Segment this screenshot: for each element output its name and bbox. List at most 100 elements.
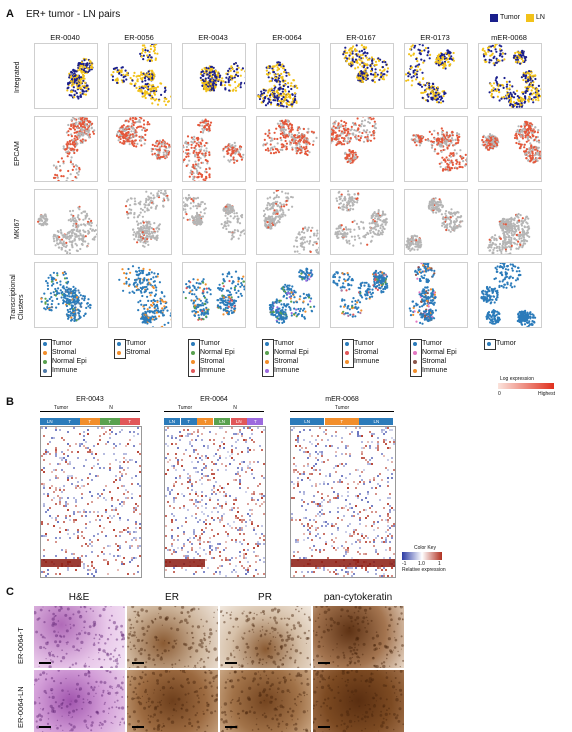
- tsne-tile-epcam-er-0040: [34, 116, 98, 182]
- cluster-legend-box: [40, 339, 52, 377]
- scale-bar: [39, 726, 51, 728]
- heatmap-group-label: N: [82, 405, 140, 412]
- heatmap-group-label: Tumor: [290, 405, 394, 412]
- column-title-er-0064: ER-0064: [257, 33, 317, 42]
- heatmap-segment: T: [325, 418, 359, 425]
- heatmap-body: [164, 426, 266, 578]
- ihc-stain-title: H&E: [34, 592, 124, 603]
- log-expression-bar: [498, 383, 554, 389]
- tsne-tile-epcam-er-0064: [256, 116, 320, 182]
- ihc-image: [313, 606, 404, 668]
- column-title-mer-0068: mER-0068: [479, 33, 539, 42]
- tsne-tile-transcriptional-clusters-er-0064: [256, 262, 320, 328]
- column-title-er-0056: ER-0056: [109, 33, 169, 42]
- ihc-stain-title: PR: [220, 592, 310, 603]
- tsne-tile-transcriptional-clusters-er-0040: [34, 262, 98, 328]
- ihc-image: [220, 606, 311, 668]
- cluster-legend-box: [188, 339, 200, 377]
- tsne-tile-integrated-er-0043: [182, 43, 246, 109]
- cluster-legend-label: Tumor: [126, 340, 146, 348]
- cluster-legend-label: Normal Epi: [52, 358, 87, 366]
- heatmap-title: ER-0043: [40, 396, 140, 403]
- row-label-epcam: EPCAM: [14, 141, 21, 166]
- heatmap-title: mER-0068: [290, 396, 394, 403]
- heatmap-segment: T: [120, 418, 140, 425]
- scale-bar: [225, 662, 237, 664]
- tumor-legend-label: Tumor: [500, 14, 520, 21]
- scale-bar: [132, 726, 144, 728]
- heatmap-segment: T: [60, 418, 80, 425]
- panel-a-title: ER+ tumor - LN pairs: [26, 9, 120, 20]
- tsne-tile-transcriptional-clusters-er-0043: [182, 262, 246, 328]
- ihc-image: [313, 670, 404, 732]
- panel-c-letter: C: [6, 586, 14, 598]
- color-key-bar: [402, 552, 442, 560]
- color-key-title: Color Key: [414, 545, 436, 551]
- heatmap-segment: LN: [231, 418, 247, 425]
- ihc-image: [220, 670, 311, 732]
- panel-a-letter: A: [6, 8, 14, 20]
- log-expression-high: Highest: [538, 391, 555, 397]
- tsne-tile-transcriptional-clusters-er-0056: [108, 262, 172, 328]
- heatmap-segment: LN: [40, 418, 60, 425]
- cluster-legend-label: Stromal: [200, 358, 224, 366]
- ln-legend-swatch: [526, 14, 534, 22]
- scale-bar: [132, 662, 144, 664]
- heatmap-segment: T: [181, 418, 197, 425]
- cluster-legend-label: Immune: [354, 358, 379, 366]
- scale-bar: [318, 662, 330, 664]
- heatmap-body: [40, 426, 142, 578]
- cluster-legend-label: Stromal: [274, 358, 298, 366]
- tsne-tile-integrated-er-0167: [330, 43, 394, 109]
- tsne-tile-integrated-er-0056: [108, 43, 172, 109]
- cluster-legend-label: Immune: [422, 367, 447, 375]
- cluster-legend-label: Immune: [200, 367, 225, 375]
- tsne-tile-mki67-er-0043: [182, 189, 246, 255]
- tsne-tile-transcriptional-clusters-mer-0068: [478, 262, 542, 328]
- heatmap-group-label: Tumor: [40, 405, 82, 412]
- cluster-legend-label: Normal Epi: [200, 349, 235, 357]
- tsne-tile-mki67-mer-0068: [478, 189, 542, 255]
- tsne-tile-mki67-er-0173: [404, 189, 468, 255]
- ihc-sample-label: ER-0064-T: [16, 627, 25, 664]
- cluster-legend-label: Normal Epi: [422, 349, 457, 357]
- scale-bar: [225, 726, 237, 728]
- ihc-image: [34, 606, 125, 668]
- tsne-tile-epcam-er-0167: [330, 116, 394, 182]
- heatmap-segment: LN: [290, 418, 324, 425]
- cluster-legend-label: Tumor: [422, 340, 442, 348]
- heatmap-segment: LN: [359, 418, 393, 425]
- log-expression-low: 0: [498, 391, 501, 397]
- tumor-legend-swatch: [490, 14, 498, 22]
- cluster-legend-box: [262, 339, 274, 377]
- tsne-tile-transcriptional-clusters-er-0167: [330, 262, 394, 328]
- column-title-er-0040: ER-0040: [35, 33, 95, 42]
- cluster-legend-label: Immune: [52, 367, 77, 375]
- heatmap-segment: LN: [164, 418, 180, 425]
- cluster-legend-label: Tumor: [52, 340, 72, 348]
- cluster-legend-label: Stromal: [354, 349, 378, 357]
- tsne-tile-epcam-er-0173: [404, 116, 468, 182]
- scale-bar: [318, 726, 330, 728]
- ihc-image: [127, 606, 218, 668]
- heatmap-title: ER-0064: [164, 396, 264, 403]
- heatmap-segment: LN: [214, 418, 230, 425]
- cluster-legend-label: Stromal: [126, 349, 150, 357]
- color-key-label: Relative expression: [402, 567, 446, 573]
- log-expression-title: Log expression: [500, 376, 534, 382]
- cluster-legend-box: [484, 339, 496, 350]
- heatmap-group-label: Tumor: [164, 405, 206, 412]
- tsne-tile-mki67-er-0064: [256, 189, 320, 255]
- column-title-er-0167: ER-0167: [331, 33, 391, 42]
- cluster-legend-label: Stromal: [52, 349, 76, 357]
- tsne-tile-mki67-er-0040: [34, 189, 98, 255]
- row-label-mki67: MKI67: [14, 219, 21, 239]
- tsne-tile-epcam-er-0056: [108, 116, 172, 182]
- tsne-tile-integrated-er-0064: [256, 43, 320, 109]
- cluster-legend-label: Tumor: [274, 340, 294, 348]
- heatmap-body: [290, 426, 396, 578]
- cluster-legend-label: Tumor: [354, 340, 374, 348]
- cluster-legend-label: Normal Epi: [274, 349, 309, 357]
- ihc-stain-title: ER: [127, 592, 217, 603]
- tsne-tile-transcriptional-clusters-er-0173: [404, 262, 468, 328]
